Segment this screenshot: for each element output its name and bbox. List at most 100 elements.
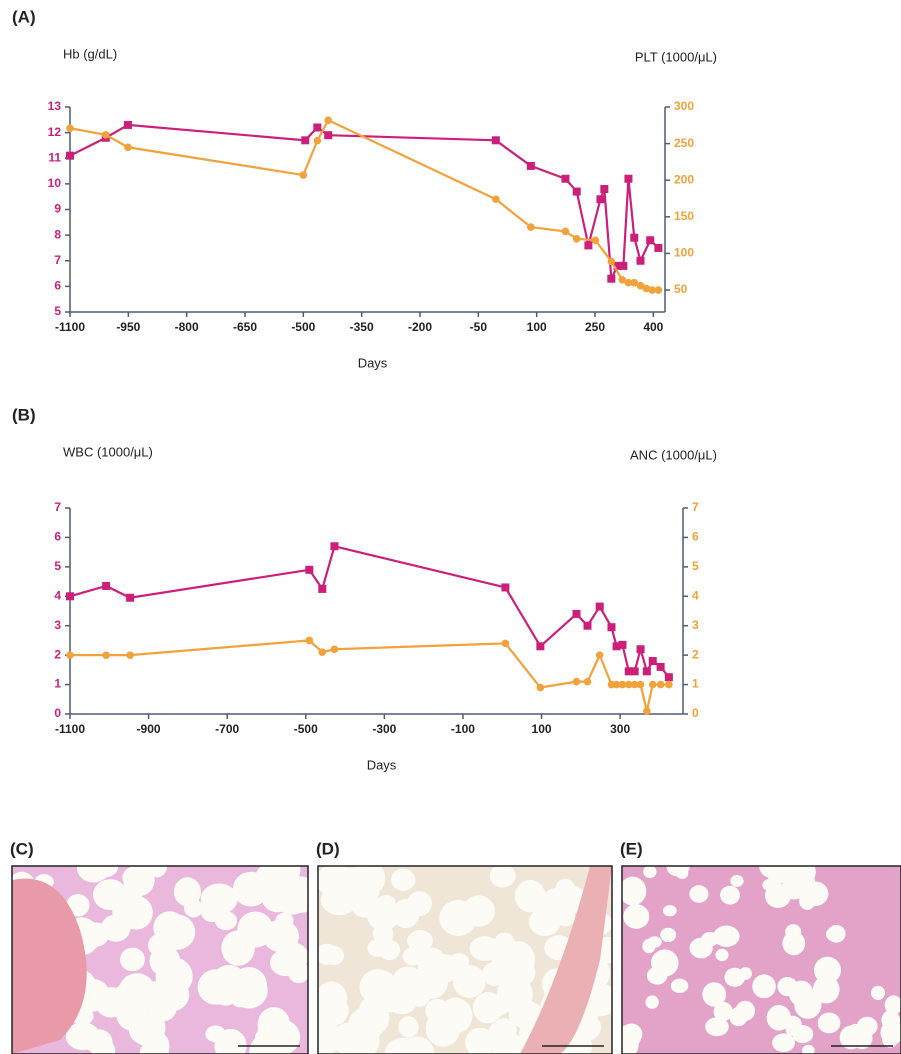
fat-cell xyxy=(213,965,245,992)
x-tick-label: -950 xyxy=(116,320,140,334)
figure: (A)Hb (g/dL)PLT (1000/μL)Days-1100-950-8… xyxy=(0,0,901,1054)
data-point xyxy=(300,171,308,179)
y-tick-label: 11 xyxy=(48,150,61,164)
data-point xyxy=(561,175,569,183)
fat-cell xyxy=(645,995,658,1008)
fat-cell xyxy=(116,999,148,1031)
data-point xyxy=(596,603,604,611)
fat-cell xyxy=(112,894,148,927)
y-tick-label: 6 xyxy=(54,279,61,293)
data-point xyxy=(66,592,74,600)
x-tick-label: -200 xyxy=(408,320,432,334)
data-point xyxy=(573,235,581,243)
x-tick-label: -900 xyxy=(137,722,161,736)
fat-cell xyxy=(529,908,561,936)
series-line xyxy=(70,125,658,279)
data-point xyxy=(536,642,544,650)
fat-cell xyxy=(871,986,885,1000)
data-point xyxy=(66,124,74,132)
fat-cell xyxy=(425,999,449,1023)
fat-cell xyxy=(785,924,801,939)
fat-cell xyxy=(752,974,776,998)
data-point xyxy=(637,645,645,653)
fat-cell xyxy=(275,942,308,971)
series-line xyxy=(70,640,669,711)
fat-cell xyxy=(739,967,752,980)
fat-cell xyxy=(720,886,740,905)
fat-cell xyxy=(307,1020,342,1054)
fat-cell xyxy=(373,924,393,944)
fat-cell xyxy=(453,965,486,998)
x-tick-label: 400 xyxy=(643,320,663,334)
data-point xyxy=(637,257,645,265)
data-point xyxy=(318,648,326,656)
data-point xyxy=(584,678,592,686)
data-point xyxy=(592,236,600,244)
data-point xyxy=(607,275,615,283)
fat-cell xyxy=(316,981,348,1016)
data-point xyxy=(66,651,74,659)
x-tick-label: -1100 xyxy=(55,722,85,736)
data-point xyxy=(527,162,535,170)
data-point xyxy=(643,667,651,675)
y2-axis-title: PLT (1000/μL) xyxy=(635,49,717,64)
data-point xyxy=(607,623,615,631)
y-tick-label: 1 xyxy=(54,677,61,691)
fat-cell xyxy=(777,977,797,996)
y-tick-label: 5 xyxy=(54,304,61,318)
data-point xyxy=(608,258,616,266)
y-tick-label: 13 xyxy=(48,99,62,113)
x-tick-label: 100 xyxy=(527,320,547,334)
fat-cell xyxy=(184,899,203,917)
data-point xyxy=(649,681,657,689)
x-tick-label: -100 xyxy=(451,722,475,736)
y-axis-title: WBC (1000/μL) xyxy=(63,444,153,459)
y2-tick-label: 4 xyxy=(692,588,699,602)
data-point xyxy=(573,678,581,686)
data-point xyxy=(618,641,626,649)
fat-cell xyxy=(156,957,193,995)
x-tick-label: -50 xyxy=(470,320,488,334)
x-tick-label: -500 xyxy=(294,722,318,736)
fat-cell xyxy=(702,982,726,1006)
x-axis-title: Days xyxy=(367,757,397,772)
y2-tick-label: 2 xyxy=(692,647,699,661)
fat-cell xyxy=(334,867,354,887)
fat-cell xyxy=(448,953,469,970)
y-tick-label: 10 xyxy=(48,176,62,190)
data-point xyxy=(501,583,509,591)
fat-cell xyxy=(642,939,655,953)
data-point xyxy=(314,137,322,145)
y-tick-label: 4 xyxy=(54,588,61,602)
series-line xyxy=(70,120,658,290)
data-point xyxy=(330,542,338,550)
histology-image xyxy=(612,855,901,1054)
data-point xyxy=(301,136,309,144)
fat-cell xyxy=(323,946,344,965)
data-point xyxy=(657,663,665,671)
data-point xyxy=(306,637,314,645)
y-tick-label: 2 xyxy=(54,647,61,661)
data-point xyxy=(126,651,134,659)
fat-cell xyxy=(881,1010,900,1030)
y-tick-label: 0 xyxy=(54,706,61,720)
data-point xyxy=(665,673,673,681)
fat-cell xyxy=(122,866,148,889)
data-point xyxy=(124,143,132,151)
fat-cell xyxy=(120,948,145,972)
fat-cell xyxy=(772,1033,795,1052)
data-point xyxy=(624,175,632,183)
fat-cell xyxy=(497,975,533,1013)
data-point xyxy=(643,707,651,715)
data-point xyxy=(126,594,134,602)
data-point xyxy=(600,185,608,193)
y2-tick-label: 3 xyxy=(692,618,699,632)
data-point xyxy=(665,681,673,689)
data-point xyxy=(657,681,665,689)
x-tick-label: -700 xyxy=(215,722,239,736)
panel-label: (D) xyxy=(316,839,340,858)
fat-cell xyxy=(237,911,273,947)
x-tick-label: -650 xyxy=(233,320,257,334)
data-point xyxy=(324,131,332,139)
fat-cell xyxy=(647,967,668,985)
